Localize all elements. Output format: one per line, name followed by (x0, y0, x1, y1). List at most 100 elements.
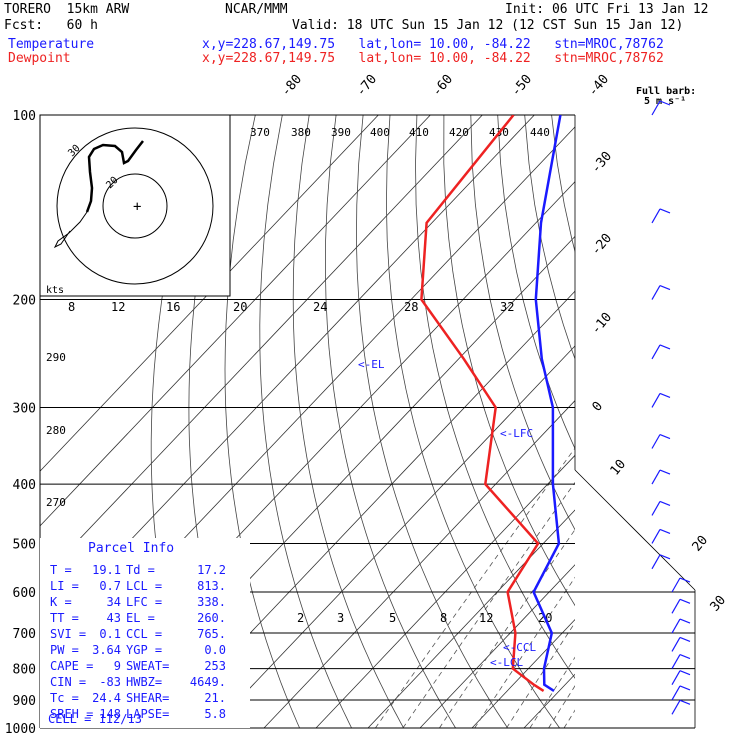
parcel-info-cell: 813. (197, 579, 226, 593)
dry-adiabat-line (686, 115, 740, 728)
isotherm-line (576, 115, 740, 728)
dry-adiabat-line (497, 115, 575, 450)
wind-barb-staff (671, 700, 681, 715)
pressure-tick-label: 400 (13, 478, 36, 493)
parcel-info-cell: 765. (197, 627, 226, 641)
isotherm-label: -10 (589, 310, 616, 338)
dry-adiabat-line (551, 115, 575, 253)
isotherm-labels: -80 -70 -60 -50 -40 -30 -20 -10 0 10 20 30 (279, 72, 730, 615)
dry-adiabat-line (659, 115, 740, 728)
level-annotation: <-CCL (503, 641, 536, 654)
dry-adiabat-line (324, 115, 456, 729)
mixing-ratio-label: 12 (479, 611, 493, 625)
theta-label: 420 (449, 126, 469, 139)
pressure-tick-label: 800 (13, 663, 36, 678)
parcel-info-cell: LAPSE= (126, 707, 169, 721)
wind-barb-staff (651, 469, 661, 485)
wind-barb-staff (651, 100, 661, 116)
parcel-info-cell: HWBZ= (126, 675, 162, 689)
dry-adiabat-line (385, 115, 560, 729)
hodograph-inset: + 30 20 kts (39, 114, 231, 297)
parcel-info-cell: SWEAT= (126, 659, 169, 673)
parcel-info-cell: 4649. (190, 675, 226, 689)
isotherm-label: -80 (279, 72, 306, 100)
wind-barb-flag (659, 469, 671, 475)
isotherm-label: 10 (608, 457, 630, 479)
pressure-tick-label: 300 (13, 401, 36, 416)
parcel-info-cell: K = (50, 595, 72, 609)
isotherm-line (680, 115, 740, 728)
parcel-info-cell: TT = (50, 611, 79, 625)
theta-label: 290 (46, 351, 66, 364)
parcel-info-box: Parcel Info T = 19.1 Td = 17.2 LI = 0.7 LCL = 8… (40, 538, 250, 728)
dry-adiabat-line (579, 115, 740, 728)
wind-barb-flag (659, 284, 671, 291)
mixing-ratio-line (529, 656, 575, 729)
isotherm-label: -70 (354, 72, 381, 100)
mixing-ratio-label: 5 (389, 611, 396, 625)
isotherm-line (523, 673, 575, 729)
init-label: Init: 06 UTC Fri 13 Jan 12 (505, 2, 709, 17)
wind-barb-flag (659, 208, 671, 214)
wind-barb-flag (679, 670, 691, 676)
mixing-ratio-label: 20 (233, 300, 247, 314)
hodograph-frame (39, 114, 231, 297)
theta-label: 270 (46, 496, 66, 509)
isotherm-label: -30 (589, 149, 616, 177)
wind-barb-staff (671, 654, 681, 669)
dry-adiabat-line (415, 115, 575, 679)
wind-barb-flag (679, 618, 691, 624)
mixing-ratio-label: 3 (337, 611, 344, 625)
parcel-info-cell: 9 (114, 659, 121, 673)
mixing-ratio-line (589, 300, 740, 729)
pressure-tick-label: 900 (13, 694, 36, 709)
dry-adiabat-line (355, 115, 508, 729)
parcel-info-cell: -83 (99, 675, 121, 689)
isotherm-line (315, 454, 575, 729)
dewpoint-line (420, 115, 545, 692)
wind-barb-flag (679, 685, 691, 691)
pressure-tick-label: 100 (13, 109, 36, 124)
parcel-info-cell: 148 (99, 707, 121, 721)
isotherm-label: -20 (589, 231, 616, 259)
mixing-ratio-line (563, 709, 575, 729)
pressure-tick-label: 600 (13, 586, 36, 601)
wind-barbs (651, 100, 691, 715)
theta-label: 370 (250, 126, 270, 139)
parcel-info-cell: SREH = (50, 707, 93, 721)
center-label: NCAR/MMM (225, 2, 288, 17)
parcel-info-cell: CCL = (126, 627, 162, 641)
mixing-ratio-line (577, 300, 740, 729)
pressure-tick-label: 1000 (5, 722, 36, 737)
parcel-info-cell: 43 (107, 611, 121, 625)
isotherm-line (40, 115, 431, 527)
parcel-info-cell: 0.0 (204, 643, 226, 657)
wind-barb-flag (659, 344, 671, 350)
isotherm-line (40, 115, 483, 582)
pressure-tick-label: 700 (13, 627, 36, 642)
parcel-info-cell: 338. (197, 595, 226, 609)
skew-boundary (574, 469, 696, 591)
isotherm-line (471, 618, 575, 729)
dry-adiabat-line (443, 115, 575, 607)
forecast-label: Fcst: 60 h (4, 18, 98, 33)
mixing-ratio-label: 2 (297, 611, 304, 625)
hodograph-ring-20 (102, 173, 168, 239)
dry-adiabat-line (606, 115, 740, 728)
isotherm-line (211, 345, 575, 729)
parcel-info-cell: EL = (126, 611, 155, 625)
mixing-ratio-label: 8 (68, 300, 75, 314)
model-label: TORERO 15km ARW (4, 2, 130, 17)
wind-barb-flag (659, 500, 671, 506)
barb-key-label: Full barb: (636, 86, 697, 97)
mixing-ratio-label: 28 (404, 300, 418, 314)
wind-barb-staff (651, 554, 661, 570)
isotherm-line (40, 115, 379, 472)
mixing-ratio-label: 16 (166, 300, 180, 314)
isotherm-label: 30 (708, 593, 730, 615)
wind-barb-flag (659, 528, 671, 535)
wind-barb-flag (679, 699, 691, 705)
wind-barb-staff (651, 434, 661, 449)
pressure-tick-labels: 100 200 300 400 500 600 700 800 900 1000 (5, 109, 36, 737)
